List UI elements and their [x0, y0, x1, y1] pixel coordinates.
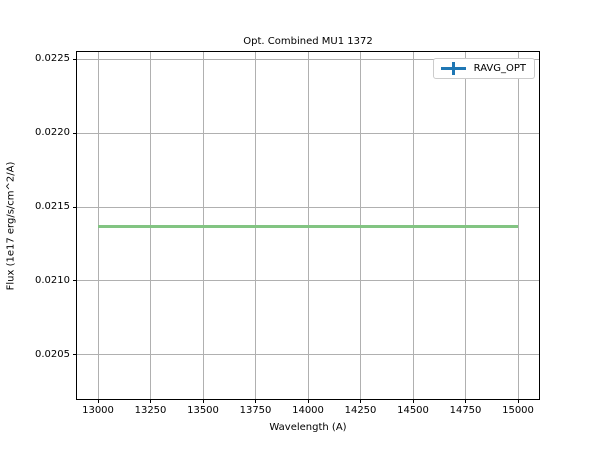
x-tick-label: 13250: [134, 405, 167, 416]
gridline-horizontal: [77, 280, 539, 282]
legend-label: RAVG_OPT: [473, 63, 526, 74]
y-tick-label: 0.0215: [35, 201, 70, 213]
errorbar-marker-vline: [451, 62, 455, 75]
data-line-ravg-opt: [98, 225, 518, 229]
y-tick-label: 0.0210: [35, 274, 70, 286]
x-tick-label: 13500: [187, 405, 219, 416]
x-tick-mark: [360, 399, 361, 403]
x-tick-label: 13750: [239, 405, 272, 416]
gridline-horizontal: [77, 206, 539, 208]
x-tick-mark: [150, 399, 151, 403]
x-tick-mark: [517, 399, 519, 403]
y-tick-mark: [73, 58, 77, 60]
x-axis-label: Wavelength (A): [269, 422, 347, 433]
chart-title: Opt. Combined MU1 1372: [243, 36, 373, 47]
gridline-horizontal: [77, 354, 539, 356]
y-axis-label: Flux (1e17 erg/s/cm^2/A): [5, 161, 17, 291]
legend: RAVG_OPT: [432, 58, 535, 79]
gridline-vertical: [517, 52, 519, 399]
x-tick-mark: [412, 399, 414, 403]
y-tick-label: 0.0220: [35, 127, 70, 139]
x-tick-label: 14750: [449, 405, 482, 416]
y-tick-mark: [73, 280, 77, 282]
y-tick-mark: [73, 132, 77, 134]
x-tick-mark: [97, 399, 99, 403]
plot-area: RAVG_OPT 13000 13250 13500 13750 14000 14250 1…: [35, 51, 540, 416]
x-tick-mark: [307, 399, 309, 403]
x-tick-label: 13000: [82, 405, 114, 416]
y-tick-label: 0.0205: [35, 348, 70, 360]
y-tick-label: 0.0225: [35, 53, 70, 65]
x-tick-label: 14000: [292, 405, 324, 416]
y-tick-mark: [73, 354, 77, 356]
x-tick-mark: [255, 399, 256, 403]
x-tick-mark: [465, 399, 466, 403]
x-tick-mark: [202, 399, 204, 403]
y-tick-mark: [73, 206, 77, 208]
x-tick-label: 14500: [397, 405, 429, 416]
x-tick-label: 15000: [502, 405, 534, 416]
gridline-horizontal: [77, 132, 539, 134]
gridline-horizontal: [77, 58, 539, 60]
x-tick-label: 14250: [344, 405, 377, 416]
errorbar-marker-icon: [440, 62, 466, 75]
